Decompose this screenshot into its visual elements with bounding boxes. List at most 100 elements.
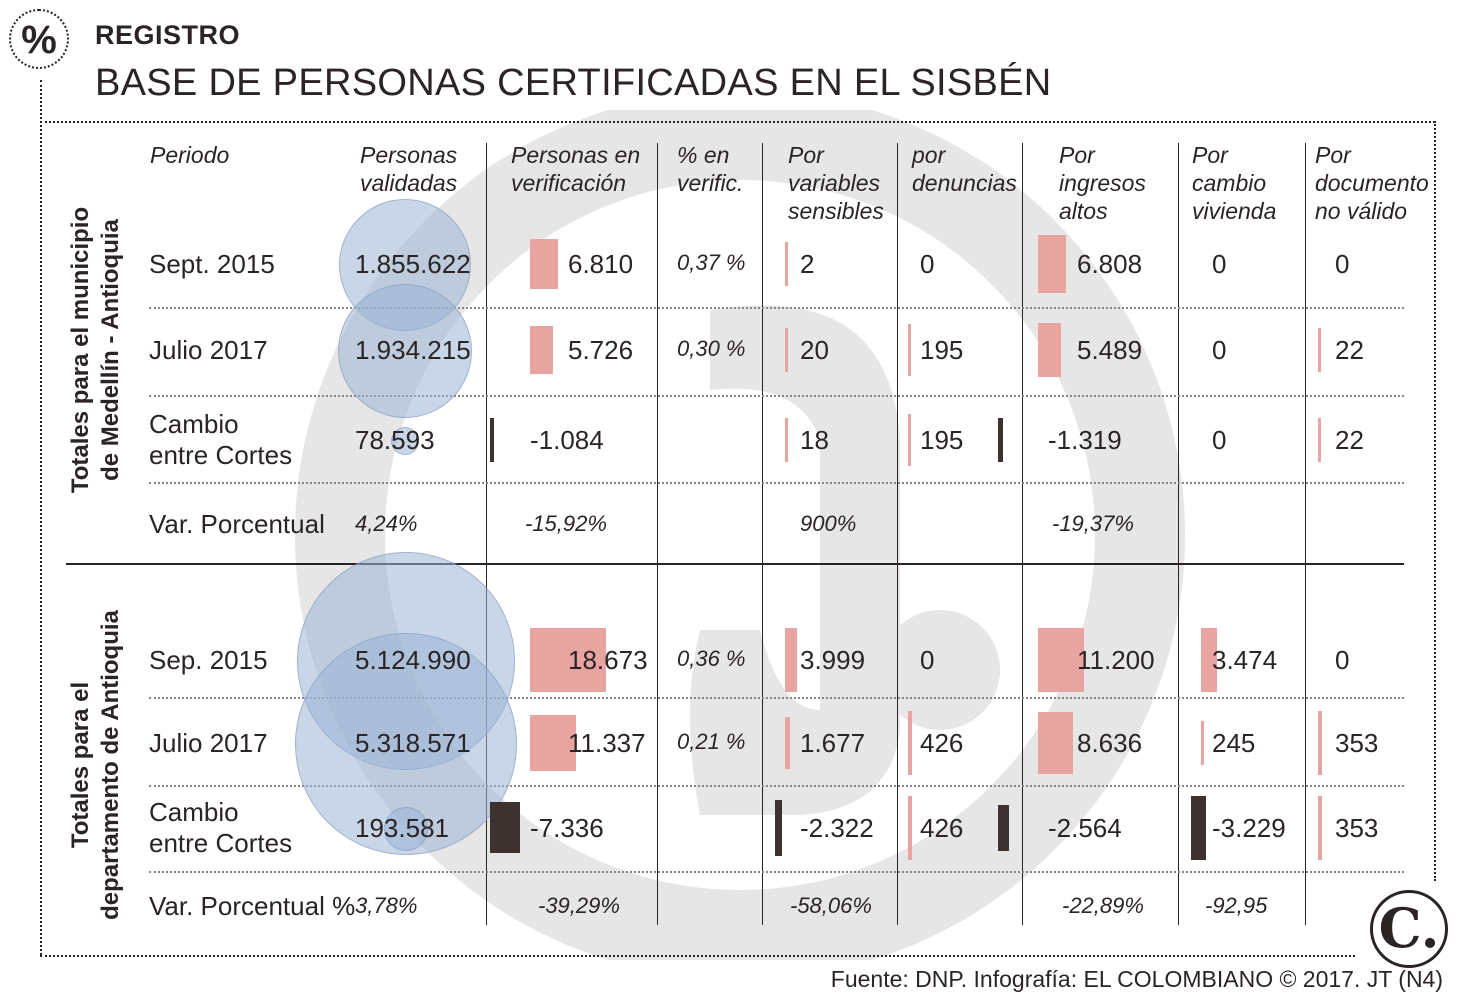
verificacion-bar <box>490 418 495 462</box>
validadas-value: 5.318.571 <box>355 728 471 758</box>
variation-validadas: 4,24% <box>355 511 418 536</box>
period-label: Julio 2017 <box>149 728 268 758</box>
validadas-value: 1.855.622 <box>355 249 471 279</box>
row-divider <box>149 395 1404 397</box>
row-divider <box>149 871 1404 873</box>
validadas-value: 1.934.215 <box>355 335 471 365</box>
sensibles-value: -2.322 <box>800 813 874 843</box>
section-label: Totales para el departamento de Antioqui… <box>67 610 124 920</box>
ingresos-bar <box>998 804 1009 852</box>
percent-badge-icon: % <box>9 9 69 69</box>
variation-validadas: 3,78% <box>355 893 418 918</box>
ingresos-value: -1.319 <box>1048 425 1122 455</box>
documento-value: 353 <box>1335 813 1379 843</box>
sensibles-bar <box>785 418 788 462</box>
page-title: BASE DE PERSONAS CERTIFICADAS EN EL SISB… <box>95 62 1052 104</box>
column-separator <box>486 143 487 925</box>
documento-value: 0 <box>1335 249 1350 279</box>
variation-verificacion: -15,92% <box>525 511 607 536</box>
sensibles-bar <box>785 717 791 769</box>
vivienda-value: 0 <box>1212 425 1227 455</box>
ingresos-value: 11.200 <box>1077 645 1155 675</box>
ingresos-value: -2.564 <box>1048 813 1122 843</box>
column-separator <box>1305 143 1306 925</box>
frame-bottom <box>40 955 1355 957</box>
verificacion-bar <box>530 628 606 692</box>
variation-vivienda: -92,95 <box>1205 893 1268 918</box>
column-header-denuncias: por denuncias <box>912 142 1017 196</box>
period-label: Sep. 2015 <box>149 645 268 675</box>
sensibles-bar <box>785 328 788 372</box>
ingresos-value: 5.489 <box>1077 335 1143 365</box>
validadas-value: 78.593 <box>355 425 435 455</box>
section-label: Totales para el municipio de Medellín - … <box>67 206 124 494</box>
denuncias-value: 0 <box>920 249 935 279</box>
documento-value: 22 <box>1335 425 1364 455</box>
documento-bar <box>1318 796 1322 860</box>
pct-verif-value: 0,37 % <box>677 250 746 275</box>
verificacion-bar <box>530 238 558 290</box>
column-separator <box>657 143 658 925</box>
verificacion-bar <box>530 325 554 375</box>
denuncias-bar <box>908 796 912 860</box>
ingresos-bar <box>998 418 1004 462</box>
validadas-bubble <box>337 283 473 419</box>
column-separator <box>1022 143 1023 925</box>
documento-bar <box>1318 711 1322 775</box>
pct-verif-value: 0,30 % <box>677 336 746 361</box>
denuncias-bar <box>908 413 911 467</box>
verificacion-bar <box>490 802 520 854</box>
vivienda-bar <box>1201 721 1204 765</box>
row-divider <box>149 307 1404 309</box>
column-header-sensibles: Por variables sensibles <box>788 142 884 224</box>
ingresos-value: 6.808 <box>1077 249 1143 279</box>
documento-value: 0 <box>1335 645 1350 675</box>
column-header-vivienda: Por cambio vivienda <box>1192 142 1277 224</box>
row-divider <box>149 785 1404 787</box>
documento-bar <box>1318 328 1321 372</box>
validadas-bubble <box>384 807 428 851</box>
variation-sensibles: -58,06% <box>790 893 872 918</box>
column-header-periodo: Periodo <box>150 142 230 168</box>
vivienda-value: -3.229 <box>1212 813 1286 843</box>
frame-top <box>40 121 1435 123</box>
denuncias-bar <box>908 323 911 377</box>
vivienda-value: 245 <box>1212 728 1256 758</box>
column-separator <box>1178 143 1179 925</box>
column-header-ingresos: Por ingresos altos <box>1059 142 1146 224</box>
period-label: Cambio entre Cortes <box>149 409 293 470</box>
ingresos-bar <box>1038 323 1061 377</box>
watermark-logo <box>295 110 1185 960</box>
ingresos-value: 8.636 <box>1077 728 1143 758</box>
section-divider <box>66 563 1404 565</box>
ingresos-bar <box>1038 235 1066 293</box>
vivienda-bar <box>1201 628 1217 692</box>
sensibles-value: 3.999 <box>800 645 866 675</box>
vivienda-bar <box>1191 796 1206 860</box>
sensibles-bar <box>785 628 797 692</box>
verificacion-value: -7.336 <box>530 813 604 843</box>
vivienda-value: 0 <box>1212 335 1227 365</box>
column-header-documento: Por documento no válido <box>1315 142 1429 224</box>
verificacion-value: 6.810 <box>568 249 634 279</box>
denuncias-value: 195 <box>920 335 964 365</box>
verificacion-bar <box>530 714 577 772</box>
documento-value: 22 <box>1335 335 1364 365</box>
verificacion-value: -1.084 <box>530 425 604 455</box>
row-divider <box>149 482 1404 484</box>
sensibles-bar <box>785 242 788 286</box>
variation-ingresos: -22,89% <box>1062 893 1144 918</box>
period-label: Cambio entre Cortes <box>149 797 293 858</box>
validadas-value: 193.581 <box>355 813 449 843</box>
denuncias-value: 0 <box>920 645 935 675</box>
variation-verificacion: -39,29% <box>538 893 620 918</box>
validadas-bubble <box>390 426 420 456</box>
column-header-pct_verif: % en verific. <box>677 142 744 196</box>
frame-right <box>1434 121 1436 881</box>
denuncias-value: 426 <box>920 728 964 758</box>
frame-left <box>40 80 42 955</box>
pct-verif-value: 0,36 % <box>677 646 746 671</box>
verificacion-value: 18.673 <box>568 645 648 675</box>
validadas-value: 5.124.990 <box>355 645 471 675</box>
vivienda-value: 0 <box>1212 249 1227 279</box>
